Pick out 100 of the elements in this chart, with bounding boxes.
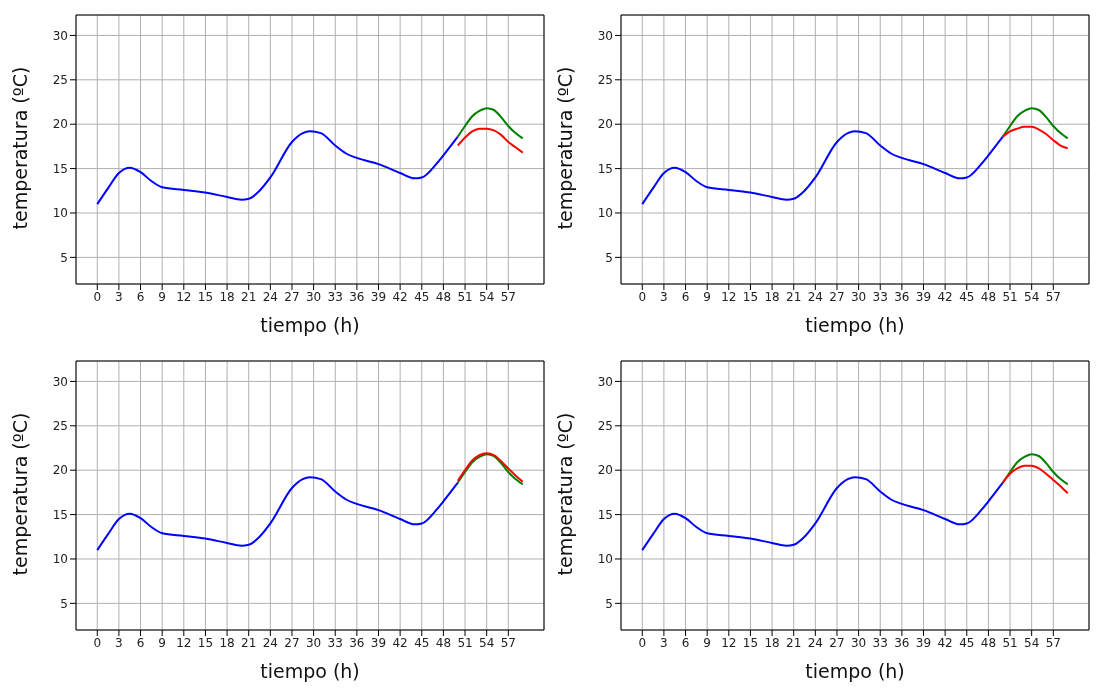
x-tick-label: 12 [721, 635, 737, 650]
x-tick-label: 54 [479, 635, 495, 650]
x-tick-label: 33 [872, 289, 888, 304]
x-tick-label: 54 [479, 289, 495, 304]
x-tick-label: 39 [370, 289, 387, 304]
x-tick-label: 27 [284, 289, 300, 304]
x-tick-label: 48 [980, 289, 997, 304]
x-tick-label: 6 [681, 635, 690, 650]
x-tick-label: 48 [435, 635, 452, 650]
x-tick-label: 12 [721, 289, 737, 304]
x-tick-label: 36 [894, 635, 910, 650]
x-tick-label: 45 [414, 635, 430, 650]
x-tick-label: 18 [219, 635, 235, 650]
x-tick-label: 21 [786, 635, 802, 650]
x-tick-label: 33 [327, 635, 343, 650]
x-tick-label: 51 [457, 289, 473, 304]
y-tick-label: 20 [597, 463, 613, 478]
x-tick-label: 24 [807, 289, 823, 304]
x-tick-label: 3 [115, 635, 123, 650]
x-tick-label: 54 [1024, 289, 1040, 304]
line-series [96, 130, 459, 206]
x-tick-label: 54 [1024, 635, 1040, 650]
x-tick-label: 51 [1002, 635, 1018, 650]
x-tick-label: 21 [786, 289, 802, 304]
x-tick-label: 24 [807, 635, 823, 650]
y-tick-label: 15 [597, 507, 613, 522]
y-tick-label: 20 [597, 117, 613, 132]
x-tick-label: 9 [703, 635, 711, 650]
x-tick-label: 6 [136, 635, 145, 650]
x-tick-label: 48 [435, 289, 452, 304]
x-axis-title: tiempo (h) [805, 660, 905, 682]
x-tick-label: 42 [392, 635, 408, 650]
x-tick-label: 15 [742, 289, 759, 304]
line-series [641, 476, 1004, 552]
y-tick-label: 5 [605, 596, 613, 611]
y-tick-label: 5 [60, 250, 68, 265]
x-tick-label: 45 [959, 289, 975, 304]
x-tick-label: 51 [1002, 289, 1018, 304]
x-tick-label: 12 [176, 289, 192, 304]
x-tick-label: 18 [764, 289, 780, 304]
line-series [1001, 464, 1069, 495]
y-tick-label: 20 [52, 463, 68, 478]
x-tick-label: 15 [197, 289, 214, 304]
y-tick-label: 15 [597, 161, 613, 176]
x-tick-label: 3 [115, 289, 123, 304]
x-tick-label: 45 [959, 635, 975, 650]
line-series [456, 127, 524, 154]
x-tick-label: 3 [660, 289, 668, 304]
x-tick-label: 57 [500, 289, 516, 304]
y-tick-label: 5 [60, 596, 68, 611]
x-tick-label: 39 [915, 635, 932, 650]
x-tick-label: 30 [305, 289, 322, 304]
x-tick-label: 36 [349, 289, 365, 304]
y-tick-label: 5 [605, 250, 613, 265]
y-tick-label: 30 [597, 374, 613, 389]
x-tick-label: 15 [197, 635, 214, 650]
x-tick-label: 51 [457, 635, 473, 650]
x-tick-label: 57 [1045, 635, 1061, 650]
x-tick-label: 9 [158, 289, 166, 304]
x-tick-label: 27 [284, 635, 300, 650]
x-tick-label: 27 [829, 289, 845, 304]
y-tick-label: 25 [52, 419, 68, 434]
x-tick-label: 39 [915, 289, 932, 304]
x-tick-label: 48 [980, 635, 997, 650]
y-tick-label: 15 [52, 161, 68, 176]
x-tick-label: 0 [638, 289, 647, 304]
line-series [641, 130, 1004, 206]
x-tick-label: 33 [327, 289, 343, 304]
y-tick-label: 15 [52, 507, 68, 522]
y-tick-label: 10 [597, 206, 613, 221]
y-tick-label: 30 [52, 374, 68, 389]
x-tick-label: 42 [937, 635, 953, 650]
x-tick-label: 24 [262, 635, 278, 650]
x-tick-label: 36 [349, 635, 365, 650]
x-axis-title: tiempo (h) [805, 314, 905, 336]
y-axis-title: temperatura (ºC) [8, 66, 31, 230]
y-tick-label: 20 [52, 117, 68, 132]
x-tick-label: 33 [872, 635, 888, 650]
x-tick-label: 36 [894, 289, 910, 304]
x-tick-label: 15 [742, 635, 759, 650]
x-tick-label: 0 [93, 289, 102, 304]
y-axis-title: temperatura (ºC) [553, 412, 576, 576]
x-tick-label: 57 [500, 635, 516, 650]
y-tick-label: 25 [597, 419, 613, 434]
y-tick-label: 10 [52, 206, 68, 221]
x-tick-label: 30 [305, 635, 322, 650]
x-tick-label: 6 [136, 289, 145, 304]
y-tick-label: 25 [597, 73, 613, 88]
x-tick-label: 57 [1045, 289, 1061, 304]
y-tick-label: 25 [52, 73, 68, 88]
x-tick-label: 18 [219, 289, 235, 304]
x-tick-label: 42 [937, 289, 953, 304]
x-tick-label: 6 [681, 289, 690, 304]
line-series [1001, 125, 1069, 150]
line-series [456, 107, 524, 140]
x-tick-label: 18 [764, 635, 780, 650]
line-series [1001, 107, 1069, 140]
line-series [1001, 453, 1069, 486]
y-tick-label: 30 [52, 28, 68, 43]
x-tick-label: 9 [158, 635, 166, 650]
